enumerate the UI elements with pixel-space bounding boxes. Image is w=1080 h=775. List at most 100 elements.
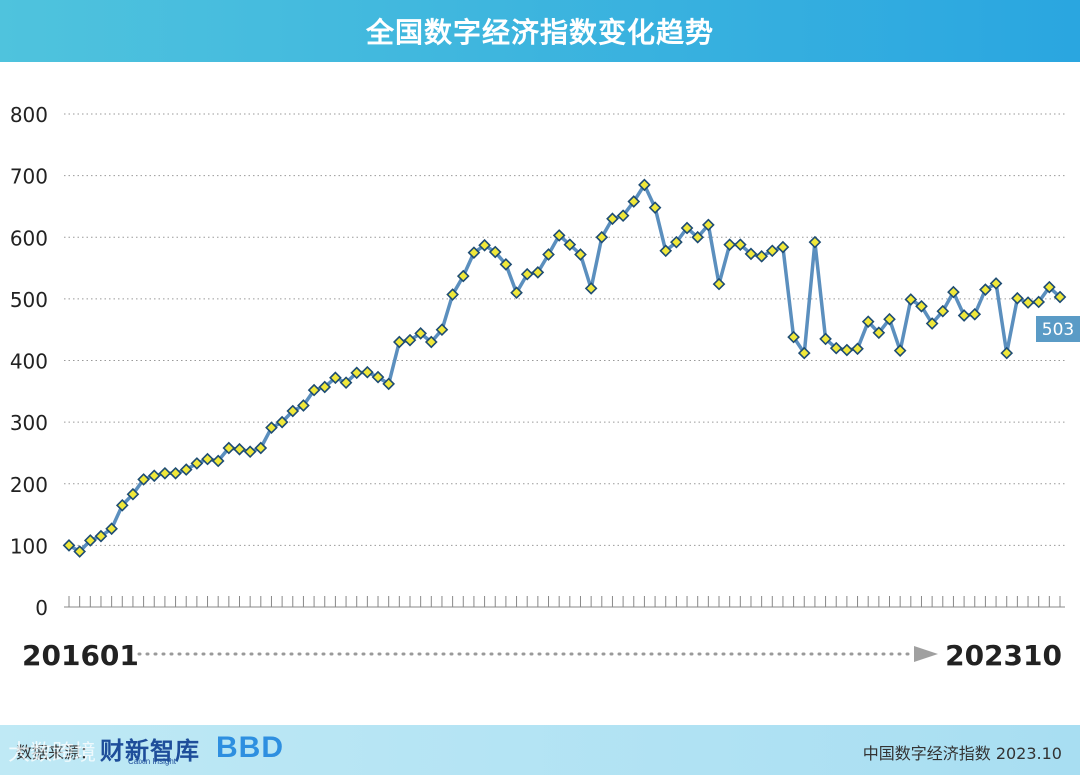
data-point <box>829 341 843 355</box>
data-point <box>765 244 779 258</box>
data-point <box>137 473 150 486</box>
last-value-label: 503 <box>1042 320 1074 340</box>
data-point <box>851 342 864 356</box>
footer-right-text: 中国数字经济指数 2023.10 <box>862 744 1062 763</box>
data-point <box>925 317 939 330</box>
data-point <box>702 218 715 232</box>
data-point <box>233 442 246 456</box>
data-point <box>169 466 182 480</box>
caixin-logo: 财新智库 <box>100 737 200 765</box>
data-point <box>552 229 566 242</box>
data-point <box>1011 291 1024 305</box>
source-label: 数据来源： <box>16 743 97 762</box>
data-point <box>456 269 470 283</box>
data-point <box>446 288 459 301</box>
data-point <box>904 293 918 306</box>
data-point <box>414 327 427 340</box>
data-point <box>329 371 342 385</box>
data-point <box>435 323 449 337</box>
y-tick-label: 600 <box>10 226 48 250</box>
chart-title: 全国数字经济指数变化趋势 <box>365 16 714 49</box>
data-point <box>478 238 491 252</box>
data-point <box>648 201 662 215</box>
data-point <box>776 240 790 254</box>
data-point <box>158 466 172 480</box>
data-point <box>265 421 278 435</box>
data-point <box>574 248 587 261</box>
y-tick-label: 500 <box>10 288 48 312</box>
data-point <box>115 498 129 512</box>
data-point <box>680 221 694 235</box>
data-point <box>94 529 108 543</box>
data-point <box>957 309 971 322</box>
data-point <box>307 383 321 397</box>
data-point <box>787 330 800 344</box>
data-point <box>424 335 438 349</box>
data-point <box>819 332 832 346</box>
data-point <box>83 534 97 547</box>
data-point <box>691 230 705 244</box>
data-point <box>382 377 396 391</box>
line-chart: 0 100 200 300 400 500 600 700 800 503 201601 202310 <box>10 103 1080 672</box>
data-point <box>361 365 374 379</box>
y-tick-label: 200 <box>10 473 48 497</box>
data-point <box>723 238 736 251</box>
header-bar: 全国数字经济指数变化趋势 <box>0 0 1080 62</box>
data-point <box>201 452 214 466</box>
data-point <box>968 307 982 321</box>
data-point <box>947 285 960 299</box>
data-point <box>62 539 76 552</box>
data-point <box>179 463 193 476</box>
y-tick-label: 100 <box>10 534 48 558</box>
data-point <box>403 333 417 347</box>
x-start-label: 201601 <box>22 639 139 672</box>
data-point <box>606 212 619 226</box>
data-point <box>499 258 513 271</box>
data-point <box>989 277 1003 290</box>
data-point <box>616 209 630 223</box>
data-point <box>659 244 673 258</box>
data-point <box>808 235 822 249</box>
data-point <box>147 469 161 483</box>
data-point <box>542 248 555 261</box>
data-point <box>393 335 406 349</box>
data-point <box>211 454 225 468</box>
data-point <box>275 415 289 429</box>
data-point <box>883 312 896 326</box>
data-point <box>105 522 118 536</box>
data-point <box>872 326 886 340</box>
x-end-label: 202310 <box>945 639 1062 672</box>
series-line <box>68 183 1062 554</box>
data-point <box>733 238 747 251</box>
bbd-logo: BBD <box>216 731 284 764</box>
data-point <box>584 282 598 295</box>
data-point <box>73 545 86 558</box>
data-point <box>670 235 683 249</box>
data-point <box>979 283 992 296</box>
data-point <box>893 344 907 357</box>
data-point <box>936 304 950 318</box>
data-point <box>126 487 140 501</box>
data-point <box>744 247 758 261</box>
watermark: 大数跨境 <box>8 741 97 766</box>
data-point <box>861 315 875 329</box>
footer-bar: 数据来源： 财新智库 Caixin Insight BBD 中国数字经济指数 2… <box>0 725 1080 775</box>
data-point <box>1000 346 1014 360</box>
data-point <box>627 195 641 208</box>
caixin-logo-sub: Caixin Insight <box>128 757 177 766</box>
data-point <box>243 445 257 459</box>
data-point <box>254 441 268 455</box>
data-point <box>595 230 609 244</box>
last-value-badge <box>1036 316 1080 342</box>
data-point <box>318 380 332 394</box>
data-point <box>350 366 364 380</box>
y-tick-label: 0 <box>35 596 48 620</box>
timeline-arrow <box>914 646 938 662</box>
data-point <box>371 370 385 384</box>
data-point <box>1032 295 1046 309</box>
data-point <box>712 277 726 291</box>
data-point <box>297 399 310 412</box>
data-point <box>222 441 236 455</box>
y-tick-label: 800 <box>10 103 48 127</box>
data-point <box>488 245 502 259</box>
